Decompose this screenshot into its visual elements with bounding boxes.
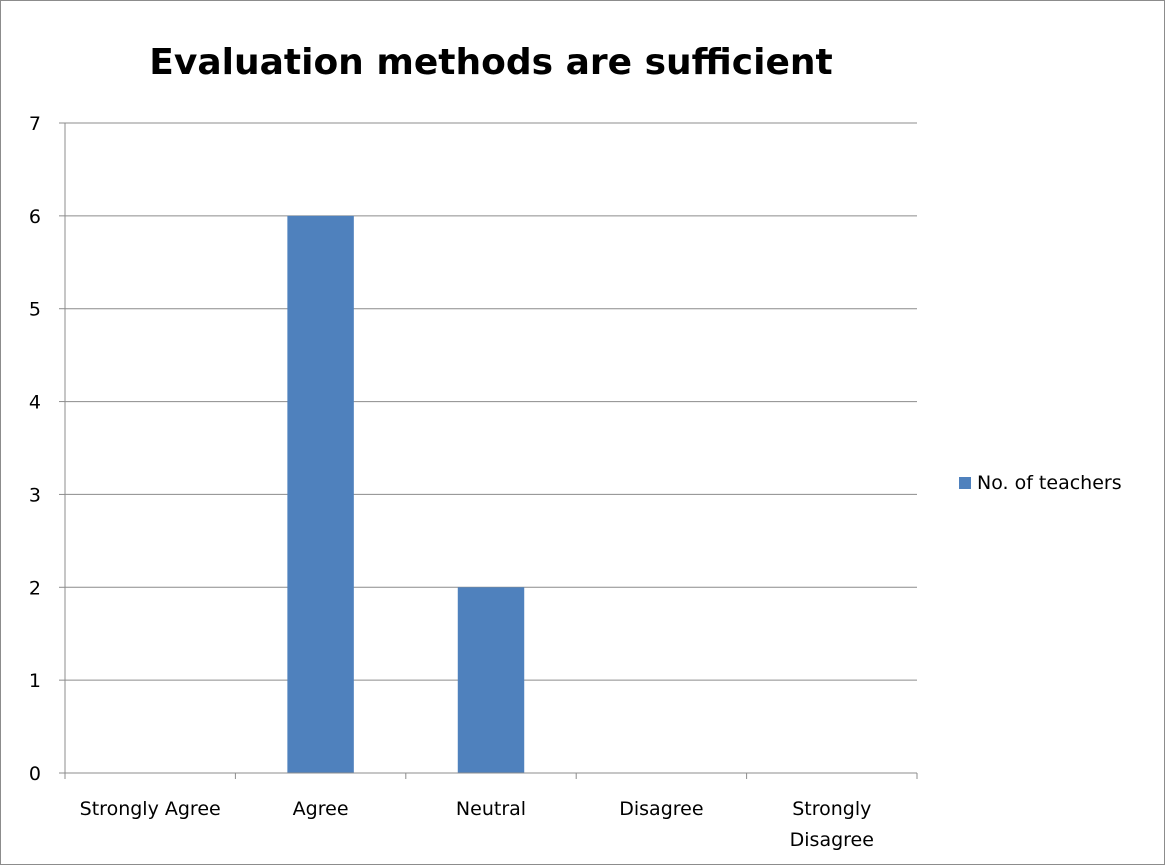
y-tick-label: 2 xyxy=(29,577,41,599)
y-tick-label: 7 xyxy=(29,113,41,135)
x-tick-label: Strongly xyxy=(792,798,871,820)
legend-label: No. of teachers xyxy=(977,472,1122,494)
y-tick-label: 4 xyxy=(29,392,41,414)
x-tick-label: Neutral xyxy=(456,798,526,820)
y-tick-label: 3 xyxy=(29,484,41,506)
chart-title: Evaluation methods are sufficient xyxy=(149,42,833,83)
legend: No. of teachers xyxy=(959,472,1122,494)
x-tick-label: Disagree xyxy=(619,798,703,820)
y-tick-label: 0 xyxy=(29,763,41,785)
y-tick-label: 1 xyxy=(29,670,41,692)
y-tick-label: 6 xyxy=(29,206,41,228)
x-tick-label: Strongly Agree xyxy=(80,798,221,820)
x-tick-label: Disagree xyxy=(790,829,874,851)
x-tick-label: Agree xyxy=(293,798,349,820)
bar xyxy=(287,215,354,773)
y-tick-label: 5 xyxy=(29,299,41,321)
legend-swatch xyxy=(959,477,971,489)
bar xyxy=(457,587,525,773)
